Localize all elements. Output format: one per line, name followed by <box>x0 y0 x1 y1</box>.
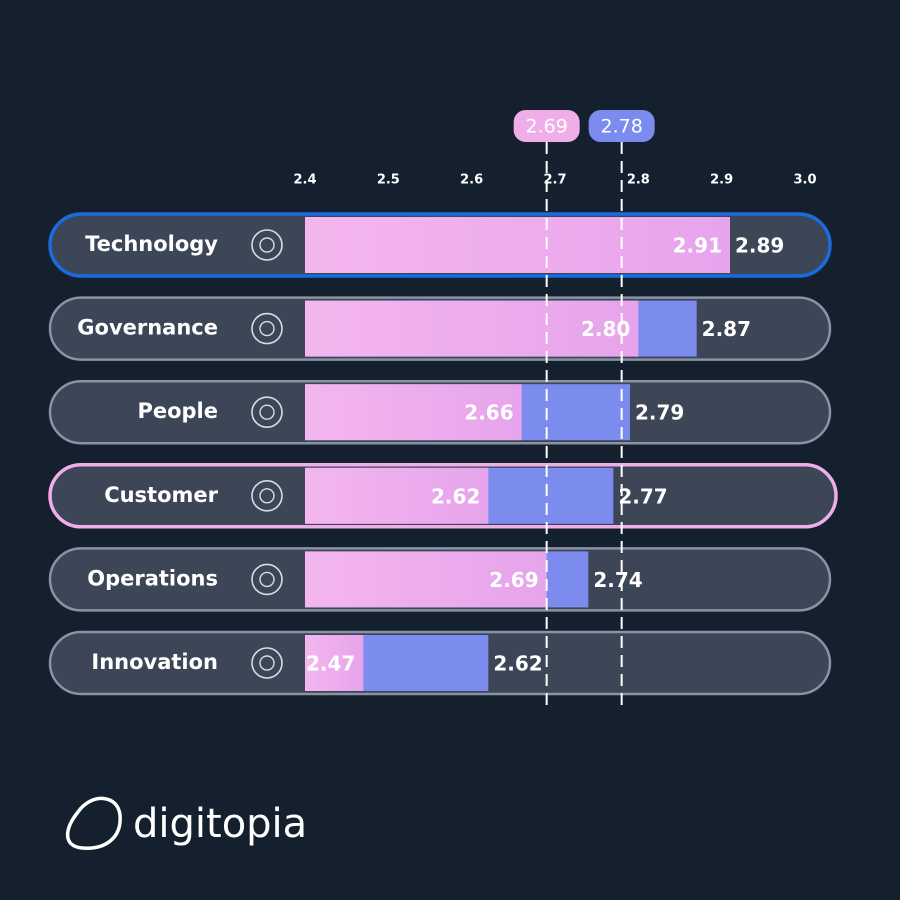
x-tick-label: 2.7 <box>543 173 566 188</box>
x-tick-label: 2.9 <box>710 173 733 188</box>
value-label: 2.91 <box>673 234 722 258</box>
category-label: Technology <box>85 232 218 256</box>
value-label: 2.69 <box>489 568 538 592</box>
bar <box>305 551 547 608</box>
x-tick-label: 2.6 <box>460 173 483 188</box>
row-icon <box>251 312 283 345</box>
row-icon <box>251 229 283 261</box>
logo-mark <box>65 796 122 850</box>
bar <box>305 635 364 691</box>
category-label: Innovation <box>91 650 218 674</box>
x-tick-label: 3.0 <box>793 173 816 188</box>
x-tick-label: 2.5 <box>377 173 400 188</box>
row-icon <box>259 404 275 420</box>
x-tick-label: 2.4 <box>293 173 316 188</box>
reference-badge <box>588 110 655 142</box>
value-label: 2.62 <box>493 652 542 676</box>
row-icon <box>251 479 283 512</box>
value-label: 2.62 <box>431 484 480 508</box>
plot: Technology Governance People Customer Operat… <box>48 110 838 712</box>
value-label: 2.66 <box>464 401 513 425</box>
value-label: 2.74 <box>593 568 642 592</box>
row-icon <box>251 396 283 429</box>
row-icon <box>251 647 283 679</box>
x-tick-label: 2.8 <box>627 173 650 188</box>
value-label: 2.79 <box>635 401 684 425</box>
value-label: 2.87 <box>702 317 751 341</box>
value-label: 2.47 <box>306 652 355 676</box>
value-label: 2.77 <box>618 484 667 508</box>
bar <box>305 217 730 273</box>
value-label: 2.80 <box>581 317 630 341</box>
reference-label: 2.78 <box>601 116 643 138</box>
row-icon <box>259 571 275 588</box>
brand-name: digitopia <box>133 801 307 847</box>
value-label: 2.89 <box>735 234 784 258</box>
reference-badge <box>513 110 580 142</box>
bar <box>305 467 489 524</box>
row-icon <box>259 320 275 337</box>
row-icon <box>251 563 283 596</box>
reference-label: 2.69 <box>526 116 568 138</box>
category-label: Operations <box>87 566 218 590</box>
bar <box>305 384 522 441</box>
row-icon <box>259 237 275 253</box>
row-icon <box>259 655 275 671</box>
bar <box>305 300 639 357</box>
category-label: People <box>137 399 218 423</box>
row-icon <box>259 488 275 504</box>
category-label: Customer <box>104 483 218 507</box>
category-label: Governance <box>77 316 218 340</box>
